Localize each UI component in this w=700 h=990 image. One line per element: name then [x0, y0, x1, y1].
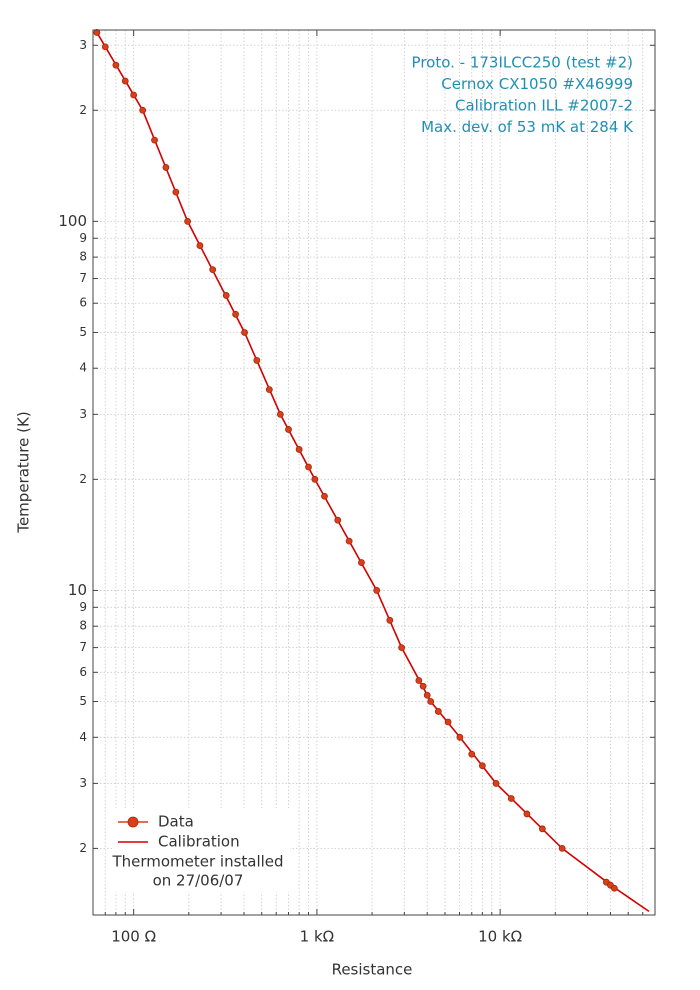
x-tick-label: 10 kΩ [478, 928, 522, 946]
data-point [345, 537, 353, 545]
data-point [558, 844, 566, 852]
y-tick-label: 3 [79, 776, 87, 790]
data-point [130, 91, 138, 99]
y-tick-label: 7 [79, 271, 87, 285]
data-point [184, 217, 192, 225]
data-point [276, 410, 284, 418]
data-point [196, 242, 204, 249]
y-tick-label: 10 [68, 581, 87, 599]
y-tick-label: 2 [79, 472, 87, 486]
data-point [415, 677, 423, 684]
data-point [232, 310, 239, 318]
y-tick-label: 9 [79, 600, 87, 614]
data-point [423, 691, 431, 699]
y-tick-label: 6 [79, 665, 87, 679]
data-point [253, 357, 261, 364]
annotation-line: Proto. - 173ILCC250 (test #2) [412, 54, 633, 72]
y-tick-label: 4 [79, 730, 87, 744]
y-tick-label: 9 [79, 231, 87, 245]
data-point [398, 644, 406, 652]
legend-label: Data [158, 813, 194, 831]
data-point [121, 77, 129, 85]
data-point [209, 266, 217, 274]
data-point [265, 386, 273, 394]
mark-layer [93, 29, 650, 913]
y-tick-label: 5 [79, 694, 87, 708]
plot-frame [92, 29, 656, 916]
data-point [610, 884, 618, 892]
data-point [101, 43, 109, 51]
data-point [151, 136, 158, 144]
data-point [386, 616, 394, 624]
y-axis-label: Temperature (K) [15, 411, 33, 533]
annotation-line: Calibration ILL #2007-2 [455, 97, 633, 115]
data-point [468, 750, 476, 758]
data-point [305, 463, 312, 471]
data-point [492, 780, 500, 787]
data-point [538, 825, 546, 833]
data-point [112, 61, 120, 69]
data-point [139, 106, 147, 114]
y-tick-label: 8 [79, 250, 87, 264]
data-point [523, 810, 531, 818]
y-tick-label: 5 [79, 325, 87, 339]
y-tick-label: 8 [79, 619, 87, 633]
data-point [311, 475, 319, 483]
data-point [285, 426, 292, 433]
data-point [241, 329, 248, 336]
data-point [507, 795, 515, 802]
data-point [419, 682, 427, 690]
data-point [478, 762, 486, 770]
legend-note: Thermometer installed [111, 853, 283, 871]
x-tick-label: 1 kΩ [300, 928, 334, 946]
legend-note: on 27/06/07 [153, 872, 244, 890]
grid-layer [93, 30, 655, 915]
data-point [334, 516, 342, 524]
y-tick-label: 100 [58, 212, 87, 230]
y-tick-label: 2 [79, 103, 87, 117]
data-point [444, 718, 452, 726]
legend-label: Calibration [158, 833, 240, 851]
y-tick-label: 6 [79, 296, 87, 310]
y-tick-label: 3 [79, 38, 87, 52]
annotation-line: Max. dev. of 53 mK at 284 K [421, 118, 634, 136]
annotation-line: Cernox CX1050 #X46999 [441, 75, 633, 93]
data-point [456, 733, 464, 741]
data-point [434, 708, 442, 715]
data-point [172, 188, 180, 196]
data-point [427, 698, 435, 705]
data-point [93, 29, 101, 36]
x-tick-label: 100 Ω [111, 928, 156, 946]
y-tick-label: 7 [79, 640, 87, 654]
y-tick-label: 3 [79, 407, 87, 421]
legend-marker [127, 816, 139, 828]
data-point [321, 492, 328, 500]
data-point [358, 559, 365, 566]
y-tick-label: 2 [79, 841, 87, 855]
y-tick-label: 4 [79, 361, 87, 375]
data-point [373, 587, 381, 594]
data-point [162, 164, 170, 171]
x-axis-label: Resistance [332, 961, 413, 979]
calibration-line [96, 32, 650, 913]
data-point [295, 446, 303, 453]
data-point [222, 292, 230, 299]
